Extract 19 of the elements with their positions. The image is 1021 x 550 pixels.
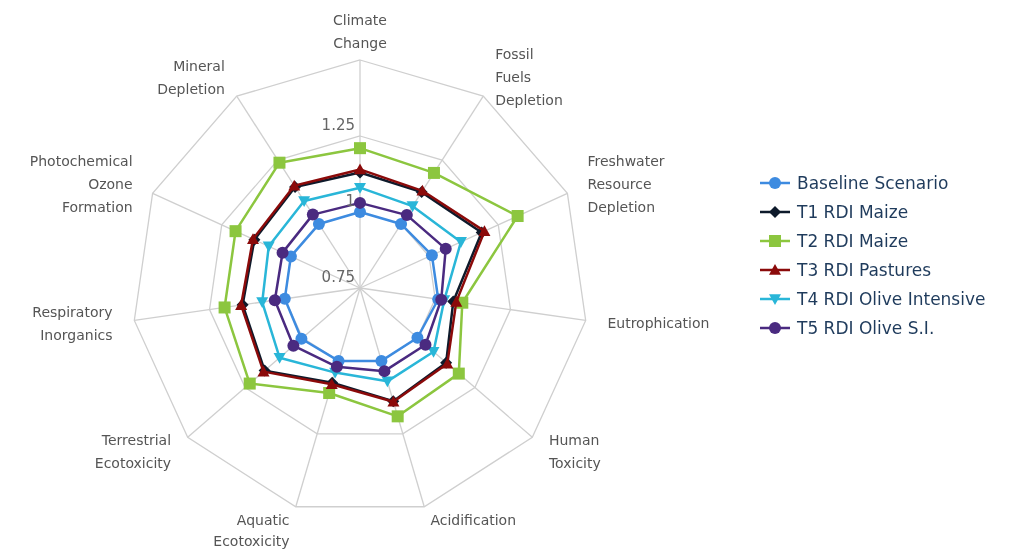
legend-label: Baseline Scenario <box>797 173 949 193</box>
spoke-label: Photochemical Ozone Formation <box>29 152 133 215</box>
spoke-label: Climate Change <box>333 12 387 51</box>
legend-label: T5 RDI Olive S.I. <box>796 318 935 338</box>
spoke-label: Terrestrial Ecotoxicity <box>94 431 172 471</box>
y-tick-label: 1.25 <box>321 116 355 134</box>
legend-label: T1 RDI Maize <box>796 202 909 222</box>
spoke-label: Freshwater Resource Depletion <box>587 152 665 215</box>
legend-label: T3 RDI Pastures <box>796 260 932 280</box>
legend-label: T4 RDI Olive Intensive <box>796 289 986 309</box>
y-tick-label: 0.75 <box>321 268 355 286</box>
spoke-label: Aquatic Ecotoxicity <box>213 511 290 549</box>
legend-label: T2 RDI Maize <box>796 231 909 251</box>
spoke-label: Acidification <box>430 511 517 528</box>
spoke-label: Respiratory Inorganics <box>32 303 113 343</box>
spoke-label: Human Toxicity <box>547 431 601 471</box>
spoke-label: Mineral Depletion <box>157 57 225 97</box>
spoke-label: Fossil Fuels Depletion <box>495 46 563 109</box>
spoke-label: Eutrophication <box>607 315 710 332</box>
